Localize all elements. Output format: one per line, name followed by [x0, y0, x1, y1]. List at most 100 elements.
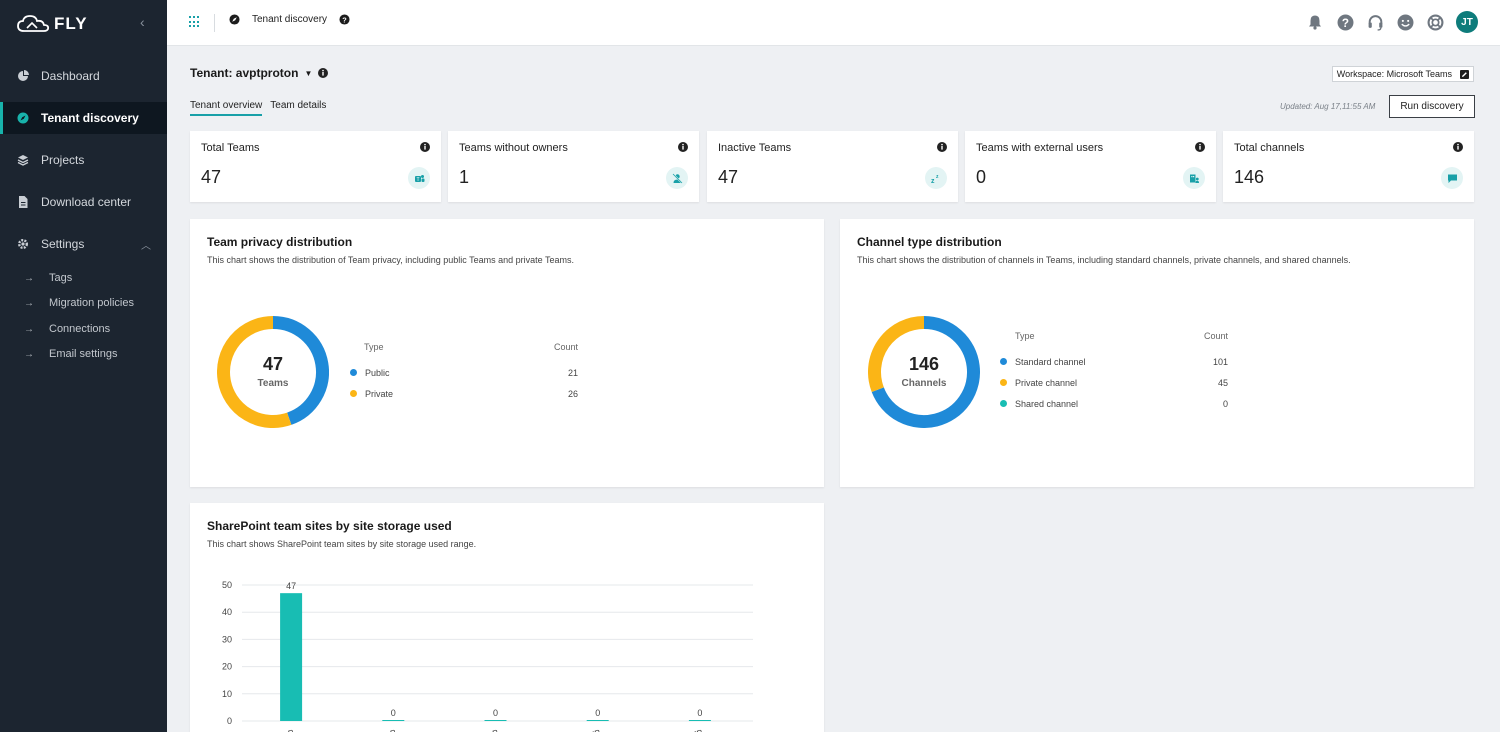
caret-down-icon[interactable]: ▼: [304, 68, 313, 78]
breadcrumb-label: Tenant discovery: [252, 14, 328, 25]
sidebar-subitem-connections[interactable]: → Connections: [0, 318, 167, 340]
legend-row-shared[interactable]: Shared channel 0: [1000, 393, 1228, 414]
legend-type-header: Type: [364, 342, 384, 352]
subitem-label: Tags: [49, 272, 73, 284]
fly-logo[interactable]: FLY: [16, 12, 88, 36]
top-bar: Tenant discovery ? ? JT: [167, 0, 1500, 46]
logo-text: FLY: [54, 14, 88, 33]
help-circle-icon[interactable]: ?: [339, 14, 350, 25]
kpi-label: Inactive Teams: [718, 142, 792, 154]
help-icon[interactable]: ?: [1336, 13, 1354, 31]
legend-dot: [1000, 358, 1007, 365]
pie-chart-icon: [16, 69, 30, 83]
y-tick-label: 50: [222, 580, 232, 590]
channel-slice-standard-channel[interactable]: [871, 316, 980, 428]
sidebar-item-download-center[interactable]: Download center: [0, 186, 167, 218]
kpi-value: 47: [718, 167, 739, 187]
user-avatar[interactable]: JT: [1456, 11, 1478, 33]
bar-data-label: 0: [493, 708, 498, 718]
legend-row-public[interactable]: Public 21: [350, 362, 578, 383]
legend-label: Shared channel: [1015, 398, 1079, 409]
y-tick-label: 0: [227, 716, 232, 726]
kpi-value: 0: [976, 167, 987, 187]
bar-data-label: 0: [595, 708, 600, 718]
info-icon[interactable]: [1453, 142, 1463, 152]
bar[interactable]: [280, 593, 303, 721]
teams-icon: T: [408, 167, 430, 189]
tenant-selector[interactable]: Tenant: avptproton ▼: [190, 66, 329, 80]
sidebar-item-label: Settings: [41, 237, 85, 251]
sidebar: FLY ‹ Dashboard Tenant discovery Project…: [0, 0, 167, 732]
legend-dot: [350, 390, 357, 397]
kpi-label: Total channels: [1234, 142, 1305, 154]
kpi-value: 47: [201, 167, 222, 187]
storage-bar-chart: 0 10 20 30 40 50 47 10 GB 0 20 GB 0 30 GB 0 1 TB 0 1 TB: [222, 580, 753, 732]
legend-count-header: Count: [1203, 331, 1228, 341]
channel-donut-chart: [868, 316, 980, 428]
cloud-logo-icon: [17, 15, 50, 32]
legend-label: Private channel: [1015, 377, 1078, 388]
bar[interactable]: [484, 720, 507, 721]
workspace-selector[interactable]: Workspace: Microsoft Teams: [1331, 66, 1474, 82]
subitem-label: Connections: [49, 323, 111, 335]
sidebar-item-label: Tenant discovery: [41, 111, 139, 125]
legend-count: 45: [1217, 377, 1228, 388]
collapse-sidebar-icon[interactable]: ‹: [140, 14, 145, 30]
kpi-value: 146: [1234, 167, 1265, 187]
bar-data-label: 0: [697, 708, 702, 718]
sidebar-item-settings[interactable]: Settings ︿: [0, 228, 167, 260]
kpi-value: 1: [459, 167, 470, 187]
sidebar-item-dashboard[interactable]: Dashboard: [0, 60, 167, 92]
sidebar-item-tenant-discovery[interactable]: Tenant discovery: [0, 102, 167, 134]
bar[interactable]: [586, 720, 609, 721]
kpi-card-teams-external-users[interactable]: Teams with external users 0: [965, 131, 1216, 202]
view-tabs: Tenant overview Team details: [190, 100, 326, 116]
donut-center: 47 Teams: [228, 354, 318, 389]
legend-count: 101: [1212, 356, 1228, 367]
info-icon[interactable]: [318, 68, 329, 78]
sidebar-subitem-migration-policies[interactable]: → Migration policies: [0, 292, 167, 314]
feedback-smile-icon[interactable]: [1396, 13, 1414, 31]
kpi-label: Teams with external users: [976, 142, 1104, 154]
bar[interactable]: [688, 720, 711, 721]
bar[interactable]: [382, 720, 405, 721]
channel-slice-private-channel[interactable]: [868, 316, 925, 393]
info-icon[interactable]: [937, 142, 947, 152]
kpi-card-total-channels[interactable]: Total channels 146: [1223, 131, 1474, 202]
updated-timestamp: Updated: Aug 17,11:55 AM: [1280, 102, 1376, 111]
privacy-legend: Type Count Public 21 Private 26: [350, 342, 578, 404]
donut-total: 47: [262, 354, 284, 374]
run-discovery-button[interactable]: Run discovery: [1389, 95, 1475, 118]
subitem-label: Email settings: [49, 348, 118, 360]
privacy-slice-public[interactable]: [272, 316, 329, 425]
bell-icon[interactable]: [1306, 13, 1324, 31]
channel-chart-card: Channel type distribution This chart sho…: [840, 219, 1474, 487]
donut-total: 146: [908, 354, 940, 374]
info-icon[interactable]: [1195, 142, 1205, 152]
donut-label: Teams: [257, 378, 289, 389]
legend-row-private[interactable]: Private channel 45: [1000, 372, 1228, 393]
arrow-right-icon: →: [24, 297, 34, 309]
sidebar-subitem-tags[interactable]: → Tags: [0, 267, 167, 289]
legend-label: Standard channel: [1015, 356, 1086, 367]
info-icon[interactable]: [420, 142, 430, 152]
legend-row-private[interactable]: Private 26: [350, 383, 578, 404]
support-lifebuoy-icon[interactable]: [1426, 13, 1444, 31]
x-tick-label: 20 GB: [371, 727, 398, 732]
apps-grid-icon[interactable]: [189, 16, 201, 28]
info-icon[interactable]: [678, 142, 688, 152]
sidebar-item-projects[interactable]: Projects: [0, 144, 167, 176]
kpi-card-total-teams[interactable]: Total Teams 47 T: [190, 131, 441, 202]
kpi-card-teams-without-owners[interactable]: Teams without owners 1: [448, 131, 699, 202]
tab-team-details[interactable]: Team details: [270, 100, 327, 111]
chat-icon: [1441, 167, 1463, 189]
headset-icon[interactable]: [1366, 13, 1384, 31]
legend-row-standard[interactable]: Standard channel 101: [1000, 351, 1228, 372]
tab-tenant-overview[interactable]: Tenant overview: [190, 100, 263, 116]
sidebar-subitem-email-settings[interactable]: → Email settings: [0, 343, 167, 365]
arrow-right-icon: →: [24, 348, 34, 360]
subitem-label: Migration policies: [49, 297, 134, 309]
privacy-slice-private[interactable]: [217, 316, 292, 428]
svg-text:z: z: [931, 178, 935, 184]
